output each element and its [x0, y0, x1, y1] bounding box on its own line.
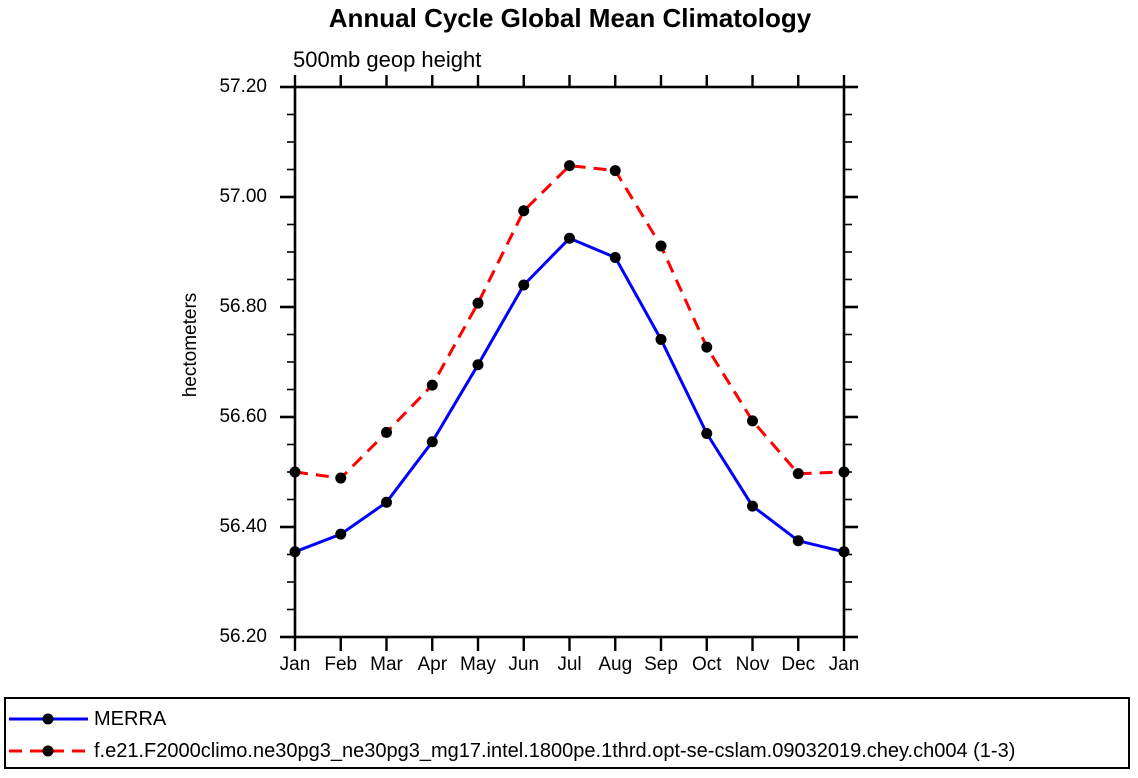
- legend-label-0: MERRA: [94, 707, 167, 730]
- legend-item-model: f.e21.F2000climo.ne30pg3_ne30pg3_mg17.in…: [7, 738, 1015, 764]
- x-tick-label: May: [460, 654, 496, 675]
- data-point-marker: [289, 466, 301, 478]
- data-point-marker: [289, 546, 301, 558]
- legend-label-1: f.e21.F2000climo.ne30pg3_ne30pg3_mg17.in…: [94, 739, 1016, 762]
- data-point-marker: [518, 205, 530, 217]
- x-tick-label: Dec: [781, 654, 816, 675]
- data-point-marker: [426, 379, 438, 391]
- x-tick-label: Jan: [828, 654, 860, 675]
- chart-subtitle: 500mb geop height: [293, 47, 482, 72]
- legend-sample-line-1: [9, 745, 88, 757]
- data-point-marker: [609, 252, 621, 263]
- legend-box: MERRA f.e21.F2000climo.ne30pg3_ne30pg3_m…: [4, 697, 1130, 769]
- data-point-marker: [838, 466, 850, 478]
- series-line-0: [294, 236, 845, 554]
- data-point-marker: [472, 359, 484, 371]
- data-point-marker: [792, 468, 804, 480]
- y-tick-label: 57.20: [219, 76, 267, 97]
- data-point-marker: [564, 160, 575, 172]
- legend-marker-dot: [42, 713, 54, 725]
- x-tick-label: Feb: [324, 654, 358, 675]
- data-point-marker: [747, 500, 758, 512]
- data-point-marker: [609, 165, 621, 177]
- data-point-marker: [472, 297, 484, 309]
- y-tick-label: 56.80: [219, 296, 267, 317]
- data-point-marker: [518, 279, 530, 291]
- x-tick-label: Mar: [370, 654, 403, 675]
- legend-item-merra: MERRA: [7, 706, 166, 732]
- x-tick-label: Jan: [279, 654, 311, 675]
- x-tick-label: Jul: [557, 654, 582, 675]
- legend-sample-line-0: [9, 713, 88, 725]
- y-tick-label: 56.20: [219, 626, 267, 647]
- data-point-marker: [792, 535, 804, 547]
- x-tick-label: Sep: [644, 654, 678, 675]
- data-point-marker: [655, 240, 667, 252]
- data-point-marker: [655, 333, 667, 345]
- data-point-marker: [564, 232, 575, 244]
- data-point-marker: [701, 428, 713, 439]
- chart-title: Annual Cycle Global Mean Climatology: [328, 3, 812, 33]
- y-tick-label: 56.60: [219, 406, 267, 427]
- data-point-marker: [381, 496, 392, 508]
- data-point-marker: [381, 426, 392, 438]
- data-point-marker: [701, 341, 713, 353]
- x-tick-label: Aug: [598, 654, 633, 675]
- y-tick-label: 56.40: [219, 516, 267, 537]
- y-tick-label: 57.00: [219, 186, 267, 207]
- x-tick-label: Apr: [417, 654, 448, 675]
- x-tick-label: Oct: [691, 654, 722, 675]
- x-tick-label: Jun: [508, 654, 540, 675]
- data-point-marker: [426, 436, 438, 448]
- legend-marker-dot: [42, 745, 54, 757]
- x-tick-label: Nov: [735, 654, 770, 675]
- data-point-marker: [335, 472, 347, 484]
- series-line-1: [294, 164, 845, 480]
- data-point-marker: [747, 415, 758, 427]
- data-point-marker: [335, 528, 347, 540]
- data-point-marker: [838, 546, 850, 558]
